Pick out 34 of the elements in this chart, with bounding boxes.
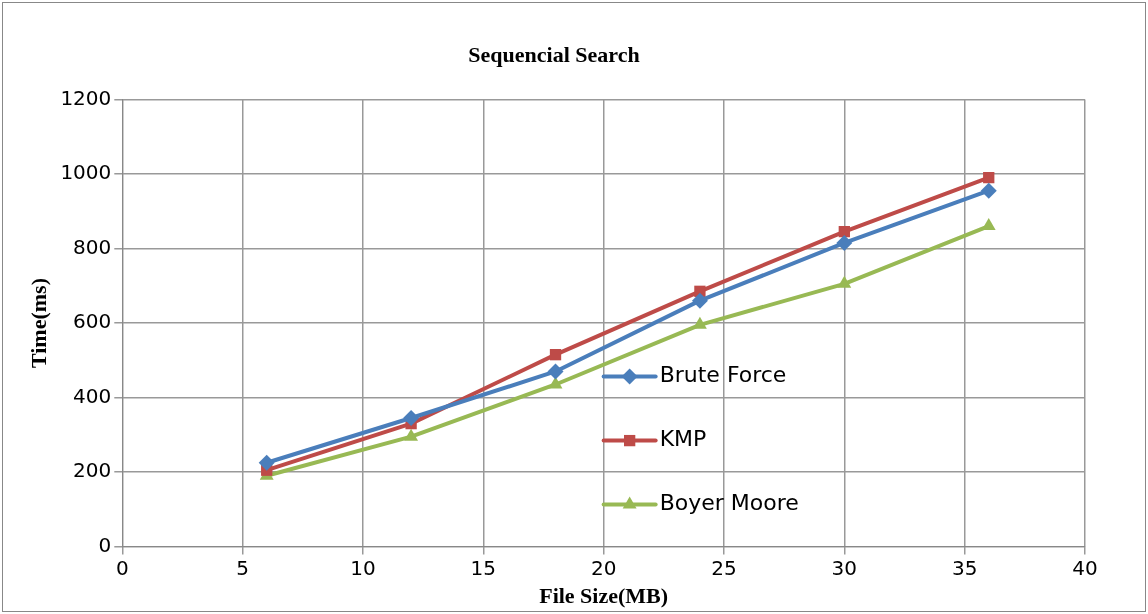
y-tick-label: 0 bbox=[98, 532, 112, 557]
x-tick-label: 35 bbox=[951, 555, 978, 580]
x-tick-label: 10 bbox=[350, 555, 376, 580]
point bbox=[980, 182, 997, 199]
point bbox=[404, 428, 419, 441]
y-axis-title: Time(ms) bbox=[25, 277, 51, 369]
point bbox=[836, 234, 853, 251]
x-tick-label: 40 bbox=[1072, 555, 1098, 580]
y-tick-label: 600 bbox=[73, 309, 112, 334]
legend-label: Brute Force bbox=[659, 362, 787, 388]
y-tick-label: 200 bbox=[73, 458, 112, 483]
point bbox=[837, 275, 852, 288]
point bbox=[258, 454, 275, 471]
point bbox=[549, 349, 562, 361]
point bbox=[403, 410, 420, 427]
y-tick-label: 1200 bbox=[60, 85, 112, 110]
y-tick-label: 400 bbox=[73, 383, 112, 408]
x-tick-label: 15 bbox=[470, 555, 497, 580]
point bbox=[983, 172, 995, 184]
legend-label: KMP bbox=[659, 426, 707, 452]
point bbox=[691, 292, 708, 309]
x-tick-label: 5 bbox=[236, 555, 249, 580]
point bbox=[547, 363, 564, 380]
y-tick-label: 800 bbox=[73, 234, 112, 259]
y-tick-label: 1000 bbox=[60, 160, 112, 185]
x-tick-label: 25 bbox=[711, 555, 737, 580]
legend-label: Boyer Moore bbox=[659, 490, 799, 516]
x-tick-label: 20 bbox=[590, 555, 617, 580]
x-tick-label: 30 bbox=[831, 555, 858, 580]
point bbox=[548, 376, 563, 389]
x-tick-label: 0 bbox=[115, 555, 129, 580]
point bbox=[838, 226, 850, 238]
x-axis-title: File Size(MB) bbox=[539, 583, 669, 609]
chart-title: Sequencial Search bbox=[468, 41, 640, 67]
